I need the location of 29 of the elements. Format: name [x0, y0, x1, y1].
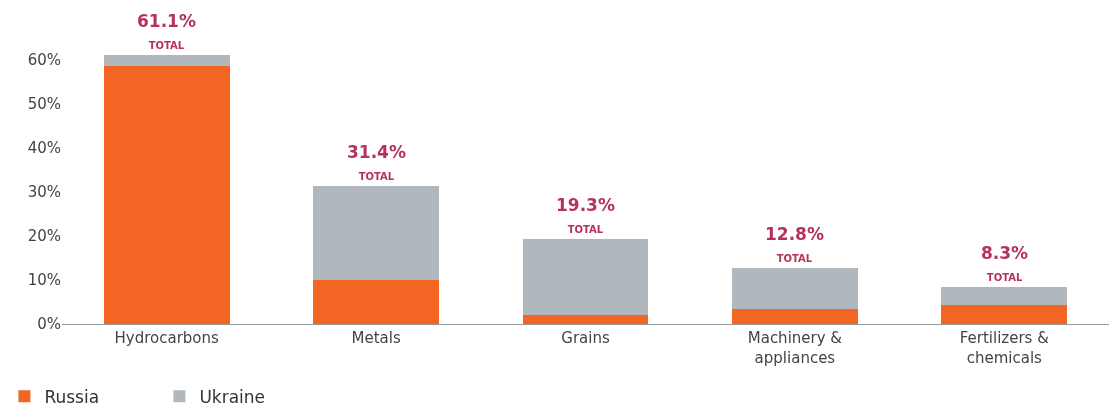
- bar: [103, 65, 230, 324]
- bar: [732, 267, 858, 310]
- total-label: 31.4% TOTAL: [347, 142, 406, 183]
- x-tick-label: Machinery & appliances: [747, 329, 843, 367]
- y-tick-label: 50%: [27, 95, 61, 114]
- bar: [103, 54, 230, 66]
- bar: [941, 287, 1068, 305]
- y-tick-label: 30%: [27, 183, 61, 202]
- bar: [313, 279, 439, 324]
- bar: [941, 304, 1068, 324]
- bar: [732, 309, 858, 324]
- total-label: 61.1% TOTAL: [137, 11, 196, 52]
- y-tick-label: 20%: [27, 227, 61, 246]
- y-tick-label: 60%: [27, 51, 61, 70]
- total-label: 12.8% TOTAL: [765, 224, 824, 265]
- total-label: 8.3% TOTAL: [981, 243, 1029, 284]
- legend-label: Russia: [44, 386, 100, 407]
- total-label: 19.3% TOTAL: [556, 195, 615, 236]
- bar: [522, 239, 649, 315]
- x-tick-label: Grains: [561, 329, 610, 347]
- x-tick-label: Fertilizers & chemicals: [959, 329, 1050, 367]
- legend-label: Ukraine: [199, 386, 266, 407]
- y-tick-label: 10%: [27, 271, 61, 290]
- x-tick-label: Hydrocarbons: [114, 329, 220, 347]
- x-tick-label: Metals: [351, 329, 401, 347]
- bar: [522, 314, 649, 324]
- y-tick-label: 40%: [27, 139, 61, 158]
- bar: [313, 185, 439, 280]
- y-tick-label: 0%: [37, 315, 61, 334]
